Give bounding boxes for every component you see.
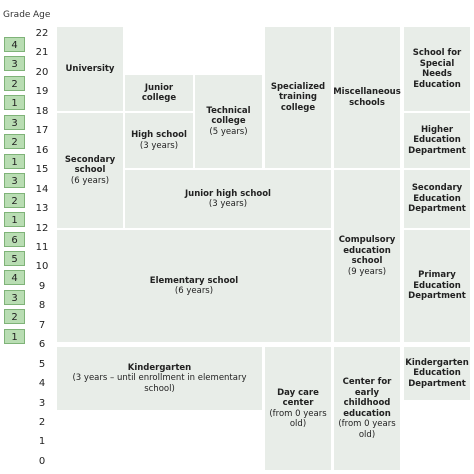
school-title: Elementary school — [149, 275, 239, 286]
age-label: 17 — [35, 125, 49, 137]
school-box: Kindergarten (3 years – until enrollment … — [57, 347, 262, 410]
age-label: 14 — [35, 183, 49, 195]
age-label: 6 — [38, 339, 46, 351]
school-title: Specialized training college — [270, 81, 326, 113]
school-subtitle: (3 years) — [208, 199, 248, 209]
school-box: Day care center (from 0 years old) — [265, 347, 331, 470]
grade-box: 4 — [4, 37, 25, 52]
school-box: Center for early childhood education (fro… — [334, 347, 400, 470]
age-label: 3 — [38, 397, 46, 409]
age-label: 7 — [38, 319, 46, 331]
school-title: University — [65, 63, 115, 74]
school-box: Primary Education Department — [404, 230, 470, 342]
school-box: Specialized training college — [265, 27, 331, 168]
grade-box: 1 — [4, 95, 25, 111]
age-label: 15 — [35, 164, 49, 176]
grade-box: 1 — [4, 153, 25, 169]
school-title: Secondary Education Department — [408, 183, 466, 215]
school-title: Junior high school — [185, 188, 271, 199]
school-box: Miscellaneous schools — [333, 27, 401, 168]
school-subtitle: (from 0 years old) — [338, 419, 396, 440]
age-label: 19 — [35, 86, 49, 98]
school-title: Compulsory education school — [338, 235, 396, 266]
grade-box: 3 — [4, 173, 25, 189]
school-box: Elementary school (6 years) — [57, 230, 331, 342]
grade-header: Grade — [3, 10, 31, 20]
school-box: Technical college (5 years) — [195, 75, 262, 168]
school-box: Higher Education Department — [404, 113, 470, 168]
school-box: Kindergarten Education Department — [404, 347, 470, 400]
grade-box: 6 — [4, 231, 25, 247]
age-label: 12 — [35, 222, 49, 234]
grade-box: 2 — [4, 75, 25, 91]
grade-box: 1 — [4, 212, 25, 228]
grade-box: 3 — [4, 56, 25, 72]
age-label: 1 — [38, 436, 46, 448]
age-label: 2 — [38, 417, 46, 428]
school-title: Day care center — [277, 387, 319, 409]
grade-box: 1 — [4, 328, 25, 344]
age-label: 4 — [38, 378, 46, 390]
school-title: Technical college — [206, 105, 251, 127]
school-subtitle: (from 0 years old) — [269, 408, 327, 430]
age-label: 8 — [38, 300, 46, 312]
school-box: Secondary school (6 years) — [57, 113, 123, 228]
school-title: Kindergarten — [127, 362, 192, 373]
grade-box: 3 — [4, 289, 25, 305]
age-label: 18 — [35, 105, 49, 117]
school-title: School for Special Needs Education — [412, 48, 462, 90]
school-box: Junior high school (3 years) — [125, 170, 331, 228]
school-title: Miscellaneous schools — [333, 87, 401, 108]
school-title: Junior college — [141, 82, 177, 104]
grade-box: 3 — [4, 114, 25, 130]
age-label: 21 — [35, 47, 49, 59]
age-label: 22 — [35, 28, 49, 39]
school-title: Kindergarten Education Department — [405, 357, 469, 389]
age-label: 10 — [35, 261, 49, 273]
age-label: 0 — [38, 455, 46, 467]
age-label: 20 — [35, 66, 49, 78]
grade-box: 5 — [4, 250, 25, 266]
school-subtitle: (6 years) — [174, 286, 214, 296]
age-label: 11 — [35, 241, 49, 253]
school-box: High school (3 years) — [125, 113, 193, 168]
school-title: High school — [131, 130, 187, 140]
age-label: 9 — [38, 280, 46, 292]
school-title: Primary Education Department — [408, 270, 466, 302]
school-box: School for Special Needs Education — [404, 27, 470, 111]
school-subtitle: (3 years – until enrollment in elementar… — [72, 373, 247, 394]
school-title: Center for early childhood education — [342, 377, 392, 419]
school-subtitle: (5 years) — [209, 126, 248, 137]
school-box: Junior college — [125, 75, 193, 111]
grade-box: 2 — [4, 192, 25, 208]
school-title: Secondary school — [64, 154, 116, 176]
grade-box: 2 — [4, 309, 25, 325]
school-subtitle: (6 years) — [70, 175, 110, 186]
school-subtitle: (9 years) — [347, 266, 387, 277]
grade-box: 4 — [4, 270, 25, 286]
age-label: 13 — [35, 203, 49, 215]
school-subtitle: (3 years) — [139, 140, 179, 151]
school-title: Higher Education Department — [408, 124, 466, 156]
school-box: University — [57, 27, 123, 111]
age-label: 16 — [35, 144, 49, 156]
age-label: 5 — [38, 358, 46, 370]
school-box: Compulsory education school (9 years) — [334, 170, 400, 342]
age-header: Age — [33, 10, 51, 20]
school-box: Secondary Education Department — [404, 170, 470, 228]
grade-box: 2 — [4, 134, 25, 150]
